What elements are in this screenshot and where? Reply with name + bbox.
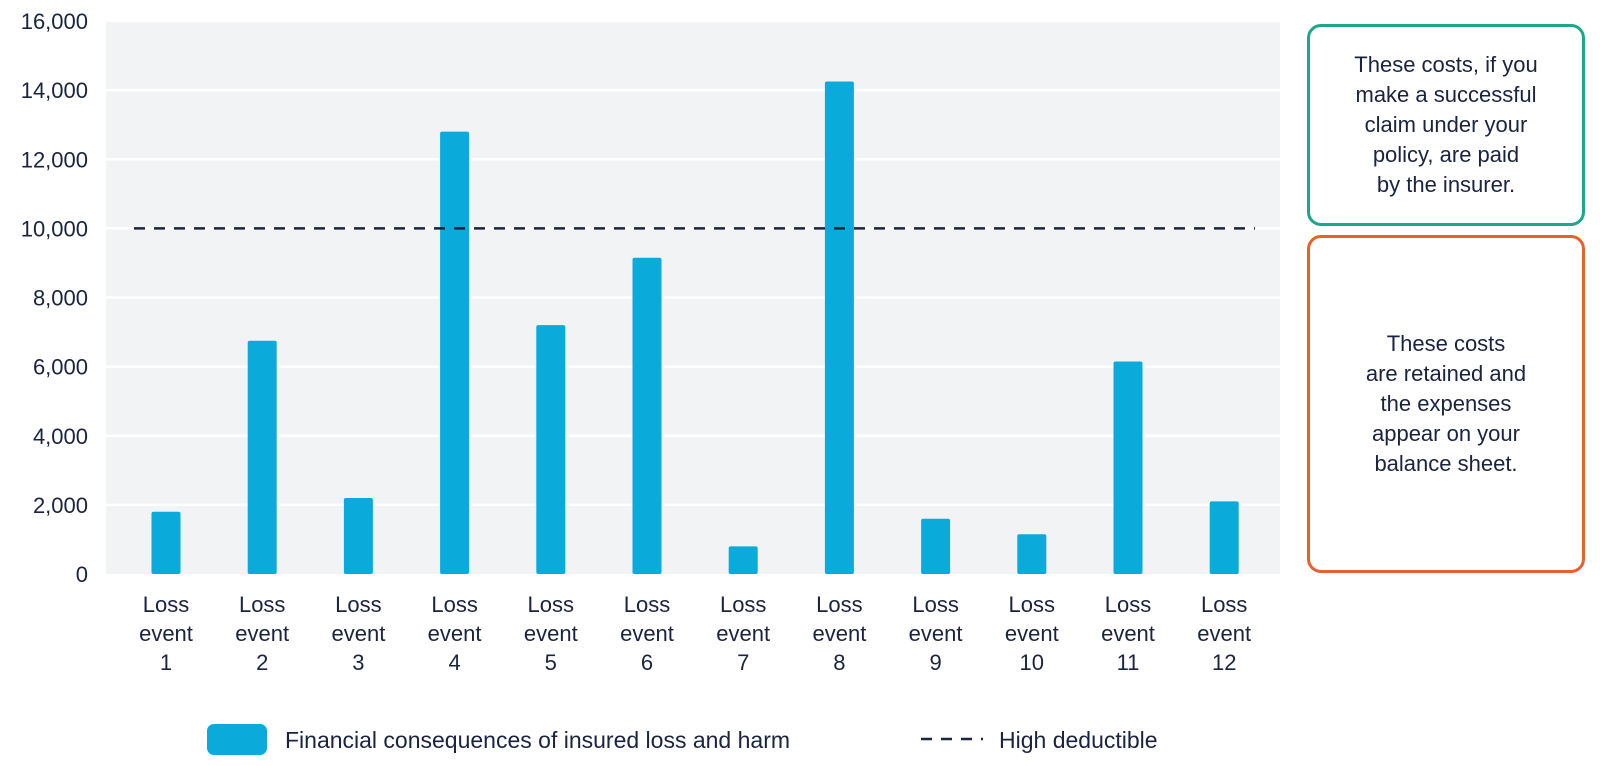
x-tick-label: Loss event 1	[139, 592, 193, 675]
x-tick-label: Loss event 9	[909, 592, 963, 675]
x-tick-label: Loss event 10	[1005, 592, 1059, 675]
callout-insurer-pays: These costs, if you make a successful cl…	[1307, 24, 1585, 226]
bar	[440, 131, 470, 574]
legend: Financial consequences of insured loss a…	[207, 724, 1158, 755]
legend-label-deductible: High deductible	[999, 727, 1158, 753]
y-tick-label: 16,000	[21, 9, 88, 34]
bar	[151, 511, 181, 574]
bar	[632, 257, 662, 574]
bar	[728, 546, 758, 574]
y-tick-label: 0	[76, 562, 88, 587]
bar	[921, 518, 951, 574]
x-tick-label: Loss event 12	[1197, 592, 1251, 675]
legend-label-bars: Financial consequences of insured loss a…	[285, 727, 790, 753]
bars	[151, 81, 1239, 574]
y-tick-label: 6,000	[33, 355, 88, 380]
x-tick-label: Loss event 2	[235, 592, 289, 675]
callout-retained-costs: These costs are retained and the expense…	[1307, 235, 1585, 573]
y-tick-label: 10,000	[21, 216, 88, 241]
legend-swatch-bars	[207, 724, 267, 755]
bar	[824, 81, 854, 574]
y-tick-label: 14,000	[21, 78, 88, 103]
x-tick-label: Loss event 5	[524, 592, 578, 675]
x-tick-label: Loss event 11	[1101, 592, 1155, 675]
y-tick-label: 2,000	[33, 493, 88, 518]
x-tick-label: Loss event 6	[620, 592, 674, 675]
bar	[247, 340, 277, 574]
y-tick-label: 8,000	[33, 286, 88, 311]
grid-lines	[106, 19, 1280, 507]
bar	[1209, 501, 1239, 574]
bar	[343, 497, 373, 574]
x-tick-label: Loss event 8	[812, 592, 866, 675]
y-tick-label: 12,000	[21, 147, 88, 172]
bar	[1017, 534, 1047, 574]
x-tick-label: Loss event 7	[716, 592, 770, 675]
bar	[536, 325, 566, 574]
x-axis: Loss event 1 Loss event 2 Loss event 3 Loss event 4…	[139, 592, 1251, 675]
x-tick-label: Loss event 3	[331, 592, 385, 675]
bar	[1113, 361, 1143, 574]
x-tick-label: Loss event 4	[428, 592, 482, 675]
y-axis: 0 2,000 4,000 6,000 8,000 10,000 12,000 14,000 1…	[21, 9, 88, 587]
y-tick-label: 4,000	[33, 424, 88, 449]
